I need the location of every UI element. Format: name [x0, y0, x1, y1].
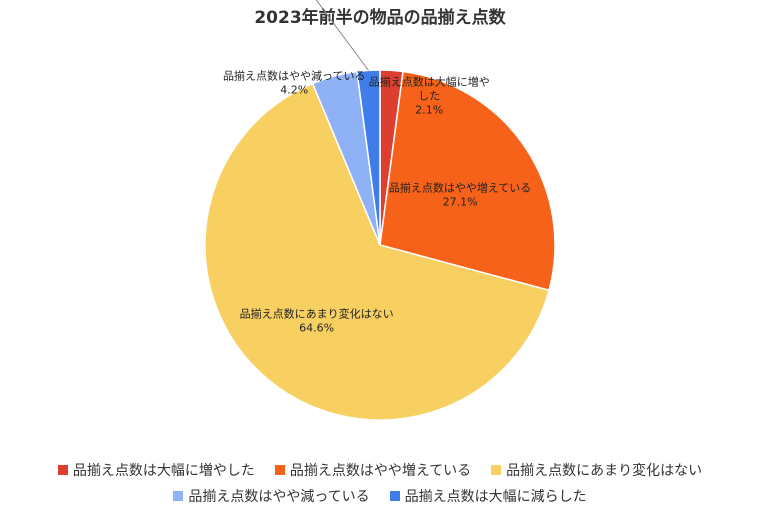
pie-slice — [204, 82, 550, 421]
pie-slices — [204, 69, 556, 421]
legend-swatch — [389, 491, 400, 501]
legend-label: 品揃え点数は大幅に増やした — [72, 463, 255, 479]
slice-label: 品揃え点数にあまり変化はない 64.6% — [240, 306, 394, 334]
slice-labels: 品揃え点数は大幅に増やした 2.1% 品揃え点数はやや増えている 27.1% 品揃え点数… — [223, 68, 531, 334]
legend-row-1: 品揃え点数は大幅に増やした 品揃え点数はやや増えている 品揃え点数にあまり変化は… — [0, 457, 760, 483]
legend-label: 品揃え点数はやや減っている — [188, 489, 370, 505]
leader-lines — [315, 0, 369, 71]
legend-row-2: 品揃え点数はやや減っている 品揃え点数は大幅に減らした — [0, 483, 760, 509]
legend-swatch — [173, 491, 184, 501]
slice-label: 品揃え点数は大幅に増やした 2.1% — [369, 74, 490, 116]
legend-swatch — [274, 465, 285, 475]
legend-item: 品揃え点数は大幅に減らした — [389, 486, 587, 506]
legend: 品揃え点数は大幅に増やした 品揃え点数はやや増えている 品揃え点数にあまり変化は… — [0, 457, 760, 509]
legend-item: 品揃え点数はやや減っている — [173, 486, 370, 506]
legend-label: 品揃え点数はやや増えている — [289, 463, 472, 479]
legend-item: 品揃え点数は大幅に増やした — [57, 460, 255, 480]
legend-label: 品揃え点数は大幅に減らした — [404, 489, 587, 505]
legend-item: 品揃え点数はやや増えている — [274, 460, 472, 480]
legend-label: 品揃え点数にあまり変化はない — [506, 463, 703, 479]
slice-label: 品揃え点数はやや増えている 27.1% — [389, 182, 531, 209]
chart-title: 2023年前半の物品の品揃え点数 — [254, 7, 506, 28]
slice-label: 品揃え点数はやや減っている 4.2% — [223, 68, 365, 96]
pie-slice — [379, 70, 556, 292]
legend-item: 品揃え点数にあまり変化はない — [491, 460, 702, 480]
legend-swatch — [491, 465, 502, 475]
legend-swatch — [57, 465, 68, 475]
leader-line — [315, 0, 369, 71]
